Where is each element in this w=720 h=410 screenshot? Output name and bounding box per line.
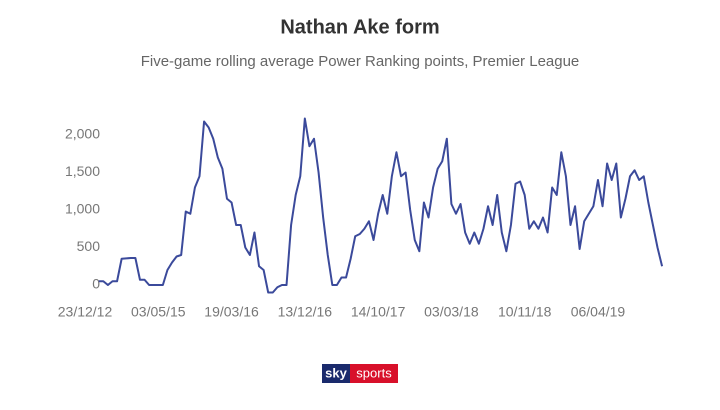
x-tick-label: 23/12/12 xyxy=(58,304,113,320)
y-tick-label: 1,500 xyxy=(65,163,100,179)
logo: sky sports xyxy=(322,364,398,383)
logo-sports-bg xyxy=(350,364,398,383)
y-tick-label: 500 xyxy=(77,238,101,254)
chart-title: Nathan Ake form xyxy=(280,16,439,38)
data-line xyxy=(98,117,664,294)
logo-sky: sky xyxy=(325,365,347,380)
y-tick-label: 1,000 xyxy=(65,201,100,217)
y-tick-label: 2,000 xyxy=(65,126,100,142)
x-tick-label: 10/11/18 xyxy=(498,304,552,320)
x-tick-label: 13/12/16 xyxy=(278,304,333,320)
x-tick-label: 03/05/15 xyxy=(131,304,186,320)
chart-subtitle: Five-game rolling average Power Ranking … xyxy=(141,53,580,70)
logo-sky-bg xyxy=(322,364,350,383)
x-tick-label: 03/03/18 xyxy=(424,304,479,320)
x-tick-label: 14/10/17 xyxy=(351,304,406,320)
x-tick-label: 06/04/19 xyxy=(571,304,626,320)
x-tick-label: 19/03/16 xyxy=(204,304,259,320)
y-tick-label: 0 xyxy=(92,276,100,292)
logo-sports: sports xyxy=(356,365,392,380)
